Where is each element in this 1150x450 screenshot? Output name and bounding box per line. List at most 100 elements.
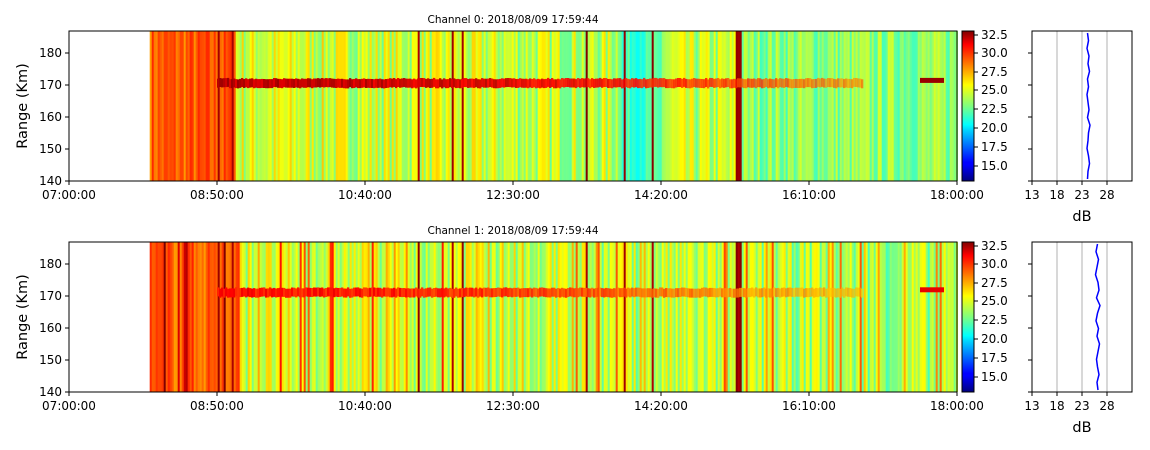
- echo-band-cell: [809, 78, 812, 88]
- echo-band-cell: [659, 78, 662, 88]
- echo-band-cell: [477, 79, 480, 89]
- echo-band-cell: [541, 78, 544, 88]
- heatmap-column: [841, 242, 844, 392]
- echo-band-cell: [845, 78, 848, 88]
- heatmap-column: [917, 242, 920, 392]
- heatmap-column: [743, 242, 746, 392]
- heatmap-column: [733, 242, 736, 392]
- echo-band-cell: [693, 288, 696, 298]
- echo-band-cell: [405, 288, 408, 298]
- echo-band-cell: [399, 287, 402, 297]
- echo-band-cell: [409, 288, 412, 298]
- colorbar-tick-label: 17.5: [981, 351, 1008, 365]
- echo-band-cell: [429, 287, 432, 297]
- x-tick-label: 18:00:00: [930, 399, 984, 413]
- heatmap-column: [723, 31, 726, 181]
- echo-band-cell: [821, 287, 824, 297]
- echo-band-cell: [491, 288, 494, 298]
- echo-band-cell: [235, 287, 238, 297]
- echo-band-cell: [509, 78, 512, 88]
- echo-band-cell: [311, 79, 314, 89]
- echo-band-cell: [267, 288, 270, 298]
- echo-band-cell: [505, 78, 508, 88]
- echo-band-cell: [233, 78, 236, 88]
- heatmap-column: [233, 31, 236, 181]
- echo-band-cell: [755, 79, 758, 89]
- echo-band-cell: [723, 288, 726, 298]
- heatmap-column: [819, 31, 822, 181]
- heatmap-column: [785, 242, 788, 392]
- echo-band-cell: [387, 287, 390, 297]
- echo-band-cell: [679, 78, 682, 87]
- profile-x-tick-label: 13: [1024, 399, 1039, 413]
- echo-band-cell: [317, 287, 320, 297]
- heatmap-column: [607, 242, 610, 392]
- heatmap-column: [947, 31, 950, 181]
- x-tick-label: 16:10:00: [782, 399, 836, 413]
- echo-band-cell: [517, 78, 520, 88]
- y-tick-label: 160: [39, 110, 62, 124]
- echo-band-cell: [535, 287, 538, 297]
- heatmap-column: [395, 31, 398, 181]
- heatmap-column: [383, 31, 386, 181]
- echo-band-cell: [261, 78, 264, 88]
- heatmap-column: [281, 31, 284, 181]
- heatmap-column: [189, 242, 192, 392]
- echo-band-cell: [313, 287, 316, 297]
- profile-x-tick: 23: [1074, 181, 1090, 202]
- heatmap-column: [823, 31, 826, 181]
- echo-band-cell: [503, 287, 506, 297]
- x-tick: 10:40:00: [338, 392, 392, 413]
- heatmap-column: [171, 31, 174, 181]
- heatmap-column: [397, 31, 400, 181]
- heatmap-column: [545, 242, 548, 392]
- heatmap-column: [403, 31, 406, 181]
- heatmap-column: [927, 31, 930, 181]
- x-axis: 07:00:00 08:50:00 10:40:00 12:30:00 14:2…: [42, 392, 984, 413]
- echo-band-cell: [621, 79, 624, 89]
- heatmap-column: [645, 242, 648, 392]
- heatmap-column: [231, 242, 234, 392]
- echo-band-cell: [369, 78, 372, 88]
- heatmap-column: [303, 31, 306, 181]
- heatmap-column: [413, 31, 416, 181]
- echo-band-cell: [489, 78, 492, 87]
- heatmap-column: [709, 31, 712, 181]
- y-axis: 140 150 160 170 180 Range (Km): [15, 257, 69, 399]
- echo-band-cell: [217, 78, 220, 88]
- heatmap-column: [827, 242, 830, 392]
- y-tick: 170: [39, 289, 69, 303]
- echo-band-cell: [323, 288, 326, 298]
- heatmap-column: [779, 242, 782, 392]
- heatmap-column: [577, 242, 580, 392]
- echo-band-cell: [479, 79, 482, 89]
- heatmap-column: [935, 242, 938, 392]
- heatmap-column: [553, 242, 556, 392]
- colorbar-gradient: [962, 31, 974, 181]
- echo-band-cell: [617, 287, 620, 297]
- echo-band-cell: [423, 288, 426, 298]
- echo-band-cell: [247, 79, 250, 89]
- heatmap-column: [239, 242, 242, 392]
- heatmap-column: [869, 242, 872, 392]
- heatmap-column: [701, 242, 704, 392]
- heatmap-column: [809, 242, 812, 392]
- heatmap-column: [459, 31, 462, 181]
- heatmap-column: [641, 242, 644, 392]
- heatmap-column: [835, 31, 838, 181]
- heatmap-column: [283, 31, 286, 181]
- heatmap-column: [297, 31, 300, 181]
- echo-band-cell: [337, 78, 340, 88]
- echo-band-cell: [405, 78, 408, 88]
- echo-band-cell: [859, 78, 862, 88]
- heatmap-column: [571, 242, 574, 392]
- heatmap-column: [639, 242, 642, 392]
- heatmap-column: [305, 242, 308, 392]
- heatmap-column: [523, 31, 526, 181]
- heatmap-column: [249, 31, 252, 181]
- x-tick-label: 16:10:00: [782, 188, 836, 202]
- heatmap-column: [217, 242, 220, 392]
- heatmap-column: [493, 242, 496, 392]
- echo-band-cell: [861, 288, 864, 298]
- heatmap-column: [895, 31, 898, 181]
